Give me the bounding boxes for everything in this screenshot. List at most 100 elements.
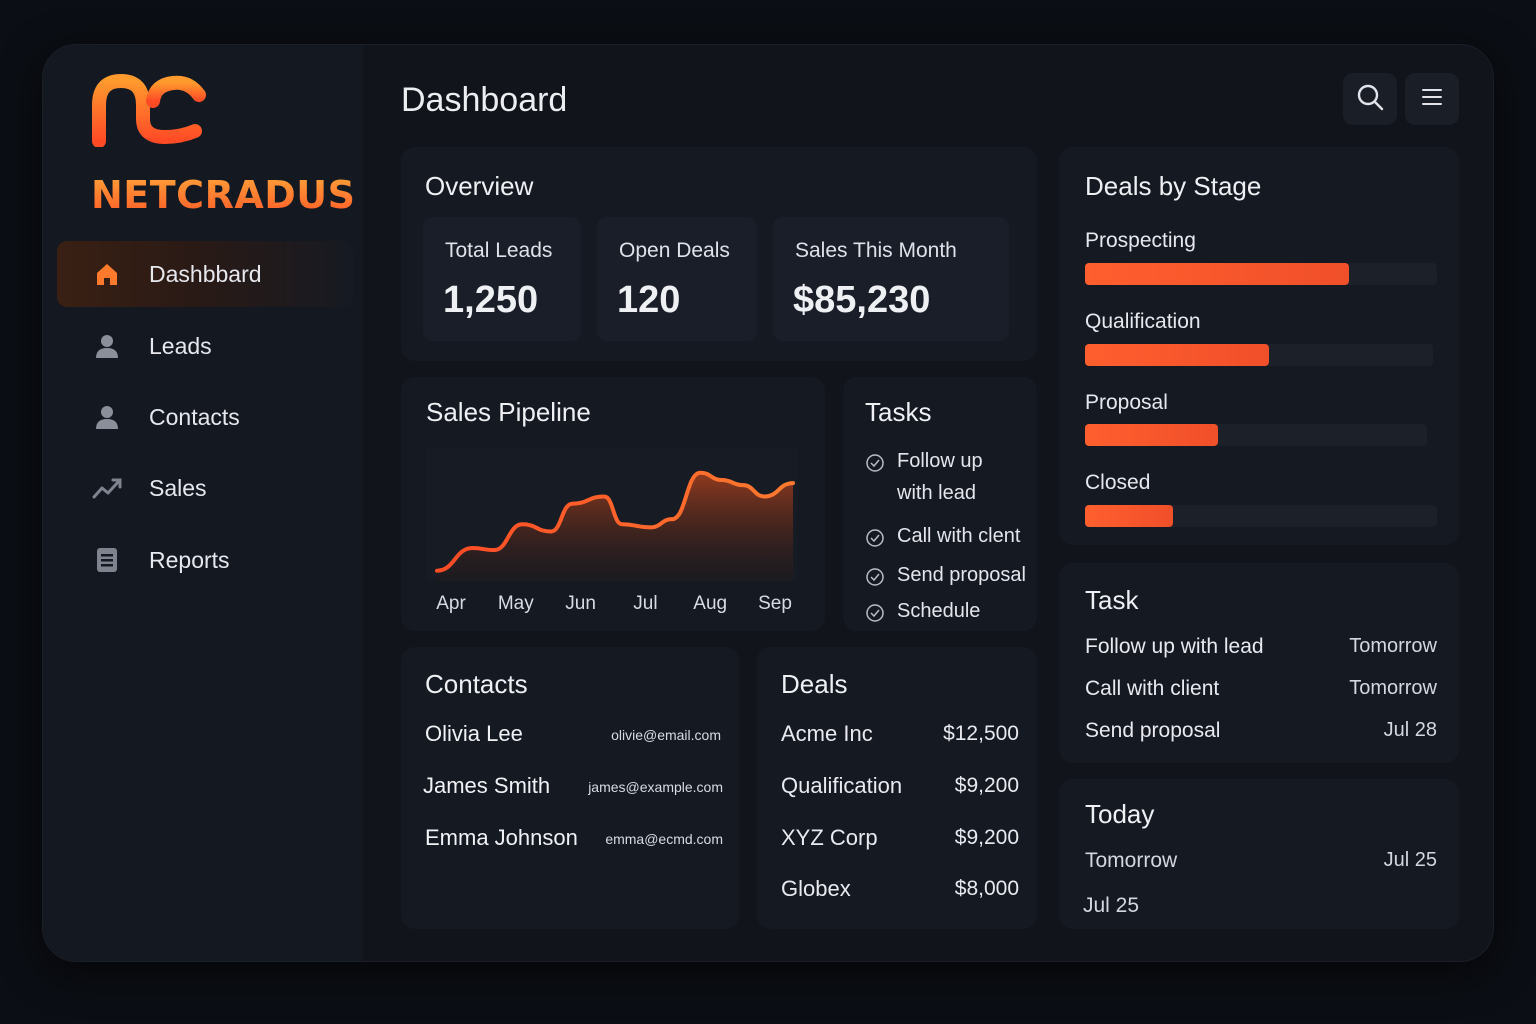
task-row-name[interactable]: Send proposal (1085, 719, 1221, 742)
contact-email[interactable]: james@example.com (588, 779, 723, 795)
contact-name[interactable]: Olivia Lee (425, 721, 523, 746)
contacts-card: Contacts Olivia Lee olivie@email.com Jam… (401, 647, 739, 929)
task-label: Send proposal (897, 564, 1026, 586)
stage-bar-track (1085, 263, 1437, 285)
task-list-title: Task (1085, 585, 1139, 615)
task-list-card: Task Follow up with lead Tomorrow Call w… (1059, 563, 1459, 763)
task-row-due: Jul 28 (1383, 719, 1437, 741)
stat-sales-this-month: Sales This Month $85,230 (773, 217, 1009, 341)
user-icon (91, 401, 123, 433)
task-item[interactable]: Call with clent (865, 520, 1045, 558)
deals-by-stage-title: Deals by Stage (1085, 171, 1262, 201)
deals-title: Deals (781, 669, 848, 699)
sidebar-item-label: Contacts (149, 403, 240, 430)
deals-card: Deals Acme Inc $12,500 Qualification $9,… (757, 647, 1037, 929)
today-row-left: Tomorrow (1085, 849, 1178, 872)
sidebar-item-dashboard[interactable]: Dashbbard (57, 241, 353, 307)
menu-button[interactable] (1405, 73, 1459, 125)
task-row-name[interactable]: Follow up with lead (1085, 635, 1264, 658)
deal-amount: $9,200 (954, 774, 1019, 797)
contact-email[interactable]: olivie@email.com (611, 727, 721, 743)
trend-icon (91, 472, 123, 504)
deal-name[interactable]: Acme Inc (781, 721, 873, 746)
contact-name[interactable]: Emma Johnson (425, 825, 578, 850)
deal-amount: $8,000 (954, 877, 1019, 900)
x-tick-label: Aug (693, 593, 727, 614)
check-circle-icon (865, 559, 885, 597)
home-icon (91, 258, 123, 290)
stage-bar-track (1085, 505, 1437, 527)
contact-name[interactable]: James Smith (423, 773, 551, 798)
x-tick-label: Jul (633, 593, 657, 614)
stage-label: Prospecting (1085, 229, 1196, 252)
stat-value: 120 (617, 279, 681, 321)
task-row-name[interactable]: Call with client (1085, 677, 1220, 700)
task-item[interactable]: Send proposal (865, 559, 1045, 597)
pipeline-area (437, 472, 793, 581)
x-tick-label: Sep (758, 593, 792, 614)
stage-label: Qualification (1085, 310, 1201, 333)
sidebar-item-sales[interactable]: Sales (57, 455, 353, 521)
deal-amount: $9,200 (954, 826, 1019, 849)
today-row-left: Jul 25 (1083, 894, 1140, 917)
task-item[interactable]: Schedule (865, 595, 1045, 633)
task-item[interactable]: Follow up with lead (865, 445, 1015, 509)
contacts-title: Contacts (425, 669, 528, 699)
x-tick-label: Apr (436, 593, 466, 614)
stage-bar-fill (1085, 505, 1173, 527)
stage-label: Proposal (1085, 391, 1168, 414)
stat-open-deals: Open Deals 120 (597, 217, 757, 341)
sidebar-item-leads[interactable]: Leads (57, 313, 353, 379)
deal-name[interactable]: Globex (781, 876, 851, 901)
sidebar: NETCRADUS Dashbbard Leads Contacts Sales (43, 45, 363, 961)
task-row-due: Tomorrow (1349, 677, 1437, 699)
sidebar-item-label: Reports (149, 546, 230, 573)
deal-name[interactable]: Qualification (781, 773, 903, 798)
brand-name: NETCRADUS (91, 173, 356, 217)
document-icon (91, 544, 123, 576)
stat-value: $85,230 (793, 279, 931, 321)
x-tick-label: May (498, 593, 534, 614)
check-circle-icon (865, 595, 885, 633)
today-title: Today (1085, 799, 1155, 829)
sidebar-item-reports[interactable]: Reports (57, 527, 353, 593)
today-row-right: Jul 25 (1383, 849, 1437, 871)
sidebar-item-contacts[interactable]: Contacts (57, 384, 353, 450)
today-card: Today Tomorrow Jul 25 Jul 25 (1059, 779, 1459, 929)
stage-bar-track (1085, 424, 1427, 446)
overview-title: Overview (425, 171, 534, 201)
overview-card: Overview Total Leads 1,250 Open Deals 12… (401, 147, 1037, 361)
task-label: Follow up with lead (897, 450, 983, 504)
task-label: Call with clent (897, 525, 1021, 547)
deals-by-stage-card: Deals by Stage Prospecting Qualification… (1059, 147, 1459, 545)
task-label: Schedule (897, 600, 981, 622)
contact-email[interactable]: emma@ecmd.com (605, 831, 723, 847)
stat-label: Sales This Month (795, 239, 957, 262)
tasks-title: Tasks (865, 397, 932, 427)
stat-total-leads: Total Leads 1,250 (423, 217, 581, 341)
stage-bar-fill (1085, 263, 1349, 285)
stage-bar-fill (1085, 344, 1270, 366)
page-title: Dashboard (401, 81, 568, 119)
task-row-due: Tomorrow (1349, 635, 1437, 657)
sales-pipeline-chart: Apr May Jun Jul Aug Sep (427, 447, 797, 614)
x-tick-label: Jun (565, 593, 596, 614)
tasks-card: Tasks Follow up with lead Call with clen… (843, 377, 1037, 631)
nc-logo-icon (89, 71, 215, 151)
stat-label: Open Deals (619, 239, 730, 262)
pipeline-line (435, 470, 795, 573)
stat-value: 1,250 (443, 279, 539, 321)
sales-pipeline-title: Sales Pipeline (426, 397, 591, 427)
search-button[interactable] (1343, 73, 1397, 125)
app-window: NETCRADUS Dashbbard Leads Contacts Sales (42, 44, 1494, 962)
stage-label: Closed (1085, 471, 1151, 494)
sidebar-item-label: Dashbbard (149, 260, 262, 287)
check-circle-icon (865, 520, 885, 558)
sidebar-item-label: Leads (149, 332, 212, 359)
stage-bar-track (1085, 344, 1433, 366)
user-icon (91, 330, 123, 362)
deal-name[interactable]: XYZ Corp (781, 825, 878, 850)
sidebar-item-label: Sales (149, 474, 207, 501)
check-circle-icon (865, 445, 885, 509)
deal-amount: $12,500 (943, 722, 1019, 745)
